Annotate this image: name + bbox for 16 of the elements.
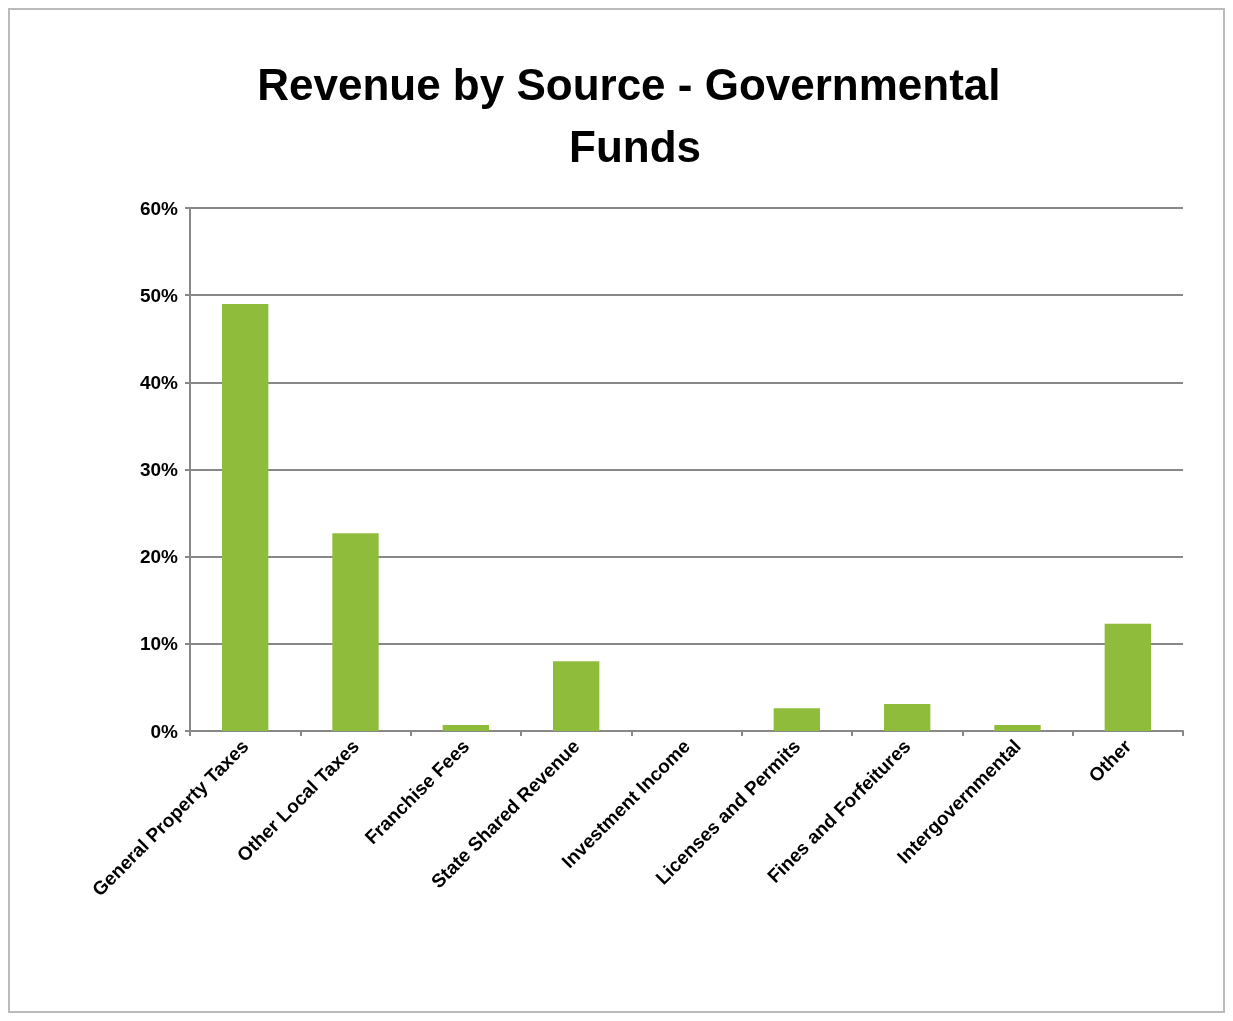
y-tick-label: 60% (139, 197, 179, 219)
bar (994, 724, 1041, 731)
bar (332, 533, 379, 731)
bar (773, 708, 820, 731)
bar (222, 303, 269, 731)
y-tick-label: 10% (139, 633, 179, 655)
bar (1104, 623, 1151, 731)
chart-title: Revenue by Source - Governmental Funds (257, 59, 1013, 171)
y-tick-label: 0% (150, 720, 179, 742)
y-tick-label: 30% (139, 459, 179, 480)
bar (884, 703, 931, 731)
bar (442, 724, 489, 731)
y-tick-label: 40% (139, 371, 179, 393)
y-tick-label: 50% (139, 284, 179, 306)
bar (553, 661, 600, 731)
y-tick-label: 20% (139, 546, 179, 568)
